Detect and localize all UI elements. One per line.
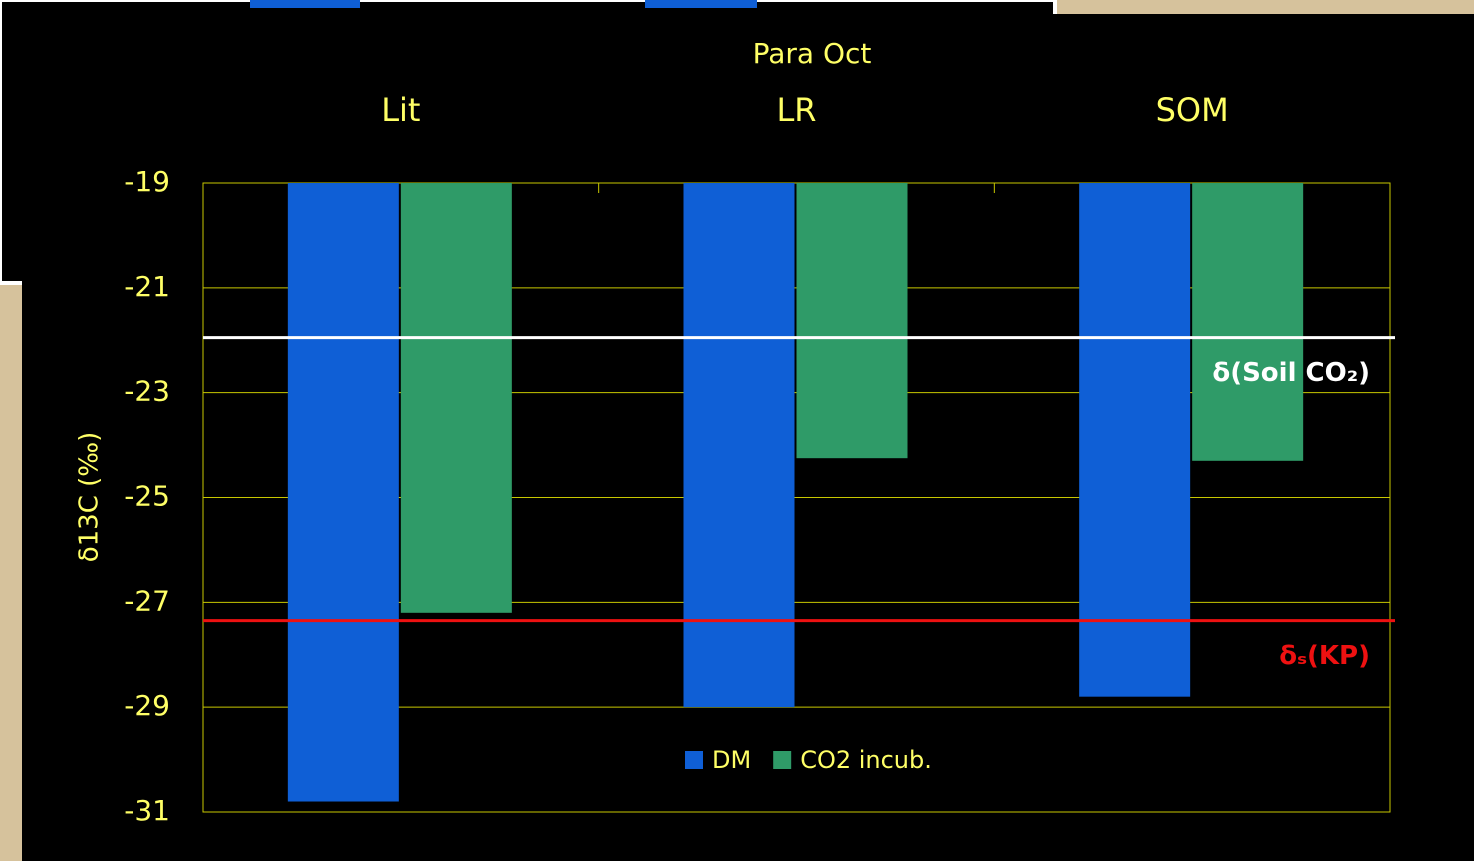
reference-label: δₛ(KP)	[1279, 641, 1370, 671]
y-tick-label: -29	[124, 689, 170, 722]
y-tick-label: -27	[124, 584, 170, 617]
y-tick-label: -31	[124, 794, 170, 827]
decor	[645, 0, 757, 8]
category-label: SOM	[1156, 91, 1229, 129]
bar	[683, 183, 795, 708]
reference-label: δ(Soil CO₂)	[1212, 358, 1370, 388]
category-label: Lit	[381, 91, 420, 129]
legend-swatch	[773, 751, 792, 769]
bar	[1192, 183, 1304, 461]
legend-swatch	[685, 751, 703, 769]
legend-label: DM	[712, 746, 751, 774]
y-tick-label: -19	[124, 165, 170, 198]
y-tick-label: -25	[124, 480, 170, 513]
bar	[1079, 183, 1191, 697]
chart-title: Para Oct	[753, 37, 872, 70]
bar	[796, 183, 908, 459]
legend-label: CO2 incub.	[800, 746, 932, 774]
decor	[250, 0, 360, 8]
y-tick-label: -23	[124, 375, 170, 408]
y-axis-title: δ13C (‰)	[75, 432, 105, 563]
category-label: LR	[776, 91, 816, 129]
bar	[400, 183, 512, 613]
y-tick-label: -21	[124, 270, 170, 303]
bar	[287, 183, 399, 802]
